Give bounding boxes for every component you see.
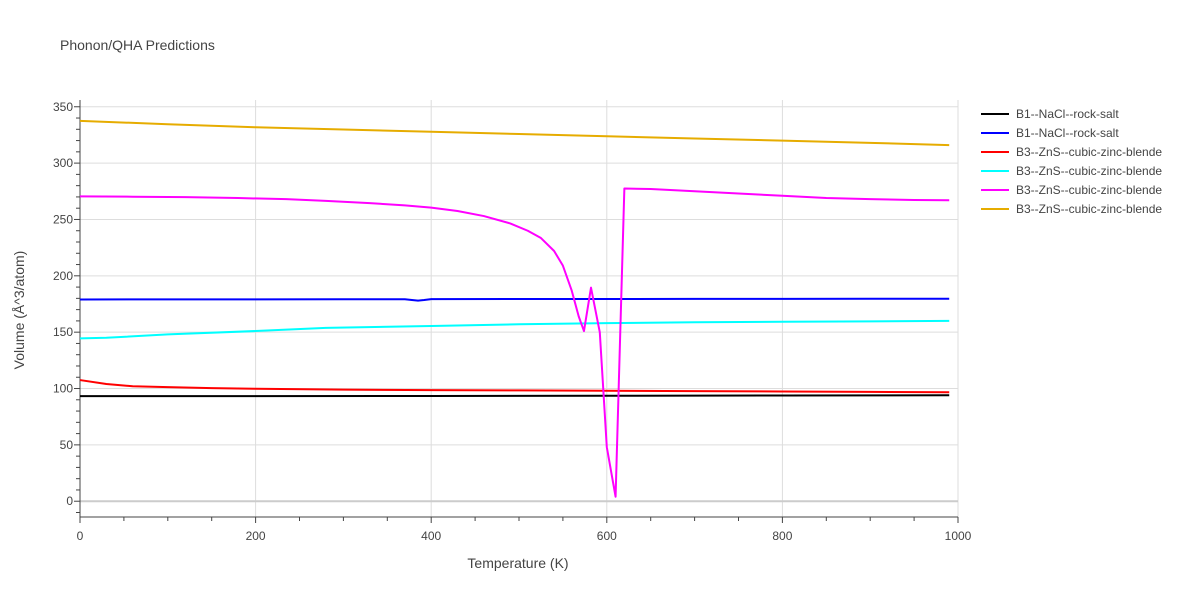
y-tick-label: 50	[60, 438, 74, 452]
y-tick-label: 200	[53, 269, 73, 283]
y-tick-label: 300	[53, 156, 73, 170]
legend[interactable]: B1--NaCl--rock-salt B1--NaCl--rock-salt B3…	[981, 107, 1162, 216]
legend-item-4[interactable]: B3--ZnS--cubic-zinc-blende	[981, 183, 1162, 197]
legend-label: B3--ZnS--cubic-zinc-blende	[1016, 202, 1162, 216]
y-tick-label: 150	[53, 325, 73, 339]
legend-label: B1--NaCl--rock-salt	[1016, 107, 1119, 121]
x-tick-label: 400	[421, 529, 441, 543]
legend-label: B3--ZnS--cubic-zinc-blende	[1016, 164, 1162, 178]
series-line-5[interactable]	[79, 119, 950, 147]
x-tick-label: 800	[772, 529, 792, 543]
y-tick-label: 0	[66, 494, 73, 508]
legend-item-2[interactable]: B3--ZnS--cubic-zinc-blende	[981, 145, 1162, 159]
legend-label: B3--ZnS--cubic-zinc-blende	[1016, 183, 1162, 197]
legend-label: B1--NaCl--rock-salt	[1016, 126, 1119, 140]
x-tick-label: 600	[597, 529, 617, 543]
chart-title: Phonon/QHA Predictions	[60, 37, 215, 53]
x-tick-label: 0	[77, 529, 84, 543]
series-layer	[79, 119, 950, 498]
series-line-2[interactable]	[79, 379, 950, 394]
legend-item-5[interactable]: B3--ZnS--cubic-zinc-blende	[981, 202, 1162, 216]
x-tick-label: 200	[246, 529, 266, 543]
series-line-1[interactable]	[79, 297, 950, 302]
axis-layer: 0 200 400 600 800 1000 0 50 100 150 200 250 300 350	[53, 100, 972, 543]
legend-item-3[interactable]: B3--ZnS--cubic-zinc-blende	[981, 164, 1162, 178]
series-line-4[interactable]	[79, 187, 950, 498]
y-axis-label: Volume (Å^3/atom)	[11, 251, 27, 370]
y-tick-label: 100	[53, 382, 73, 396]
legend-label: B3--ZnS--cubic-zinc-blende	[1016, 145, 1162, 159]
x-tick-label: 1000	[945, 529, 972, 543]
y-tick-label: 250	[53, 212, 73, 226]
x-axis-label: Temperature (K)	[467, 555, 568, 571]
legend-item-1[interactable]: B1--NaCl--rock-salt	[981, 126, 1119, 140]
y-tick-label: 350	[53, 100, 73, 114]
legend-item-0[interactable]: B1--NaCl--rock-salt	[981, 107, 1119, 121]
series-line-3[interactable]	[79, 319, 950, 340]
series-line-0[interactable]	[79, 394, 950, 398]
